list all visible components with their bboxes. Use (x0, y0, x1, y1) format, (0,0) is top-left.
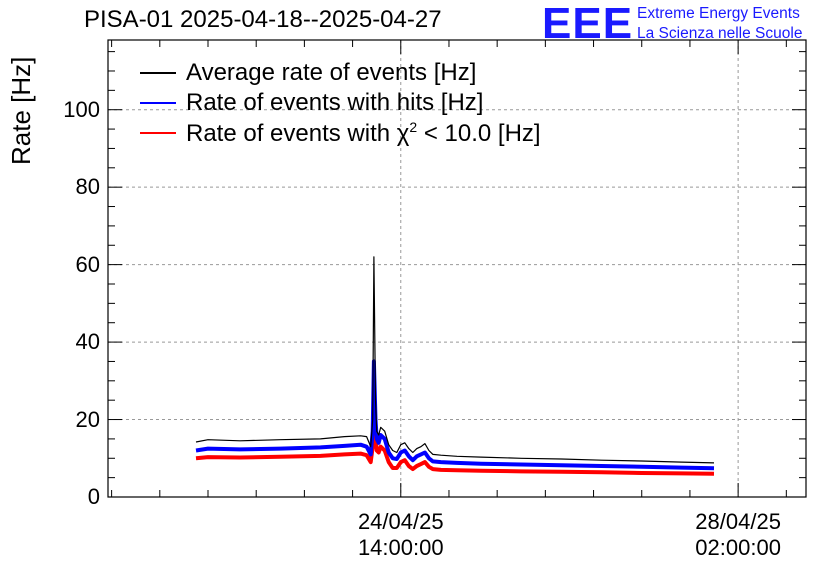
legend-swatch-chi2 (140, 132, 176, 134)
legend: Average rate of events [Hz] Rate of even… (140, 58, 541, 148)
legend-entry-average: Average rate of events [Hz] (140, 58, 541, 88)
x-tick-time: 14:00:00 (357, 535, 444, 560)
x-tick-date: 28/04/25 (695, 509, 781, 534)
legend-label-hits: Rate of events with hits [Hz] (186, 89, 484, 116)
logo-line-2: La Scienza nelle Scuole (637, 25, 803, 42)
legend-chi2-prefix: Rate of events with χ (186, 119, 410, 147)
y-tick-label: 0 (87, 484, 100, 509)
y-tick-label: 60 (75, 251, 100, 277)
series-line-average (195, 256, 715, 464)
x-tick-date: 24/04/25 (357, 509, 444, 534)
logo-line-1: Extreme Energy Events (637, 5, 800, 22)
legend-entry-hits: Rate of events with hits [Hz] (140, 88, 541, 118)
legend-chi2-suffix: < 10.0 [Hz] (417, 119, 541, 147)
x-tick-label: 24/04/25 14:00:00 (341, 509, 461, 561)
series-line-chi2 (195, 409, 715, 476)
legend-label-average: Average rate of events [Hz] (186, 59, 477, 86)
legend-entry-chi2: Rate of events with χ2 < 10.0 [Hz] (140, 118, 541, 148)
logo-caption: Extreme Energy Events La Scienza nelle S… (637, 4, 802, 44)
y-axis-label: Rate [Hz] (6, 56, 36, 165)
y-tick-label: 20 (75, 406, 100, 432)
legend-swatch-average (140, 72, 176, 74)
x-tick-label: 28/04/25 02:00:00 (678, 509, 798, 561)
eee-logo: EEE (542, 0, 634, 48)
legend-label-chi2: Rate of events with χ2 < 10.0 [Hz] (186, 119, 541, 148)
chart-title: PISA-01 2025-04-18--2025-04-27 (84, 6, 442, 33)
legend-chi2-sup: 2 (409, 118, 418, 135)
y-tick-label: 80 (75, 174, 100, 200)
y-tick-label: 100 (63, 96, 100, 122)
legend-swatch-hits (140, 102, 176, 104)
plot-frame (107, 39, 807, 498)
series-line-hits (195, 359, 715, 471)
x-tick-time: 02:00:00 (695, 535, 781, 560)
y-tick-label: 40 (75, 329, 100, 355)
